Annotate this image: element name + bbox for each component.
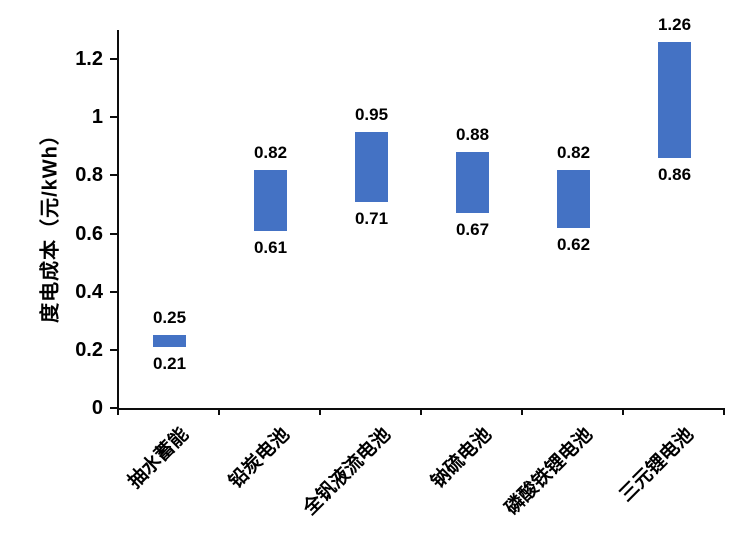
- y-tick-mark: [110, 232, 117, 235]
- x-tick-mark: [218, 408, 220, 415]
- y-axis-line: [117, 30, 119, 410]
- y-tick-mark: [110, 407, 117, 409]
- x-tick-mark: [420, 408, 422, 415]
- range-bar-3: [355, 131, 388, 202]
- x-tick-mark: [117, 408, 119, 415]
- y-tick-mark: [110, 290, 117, 293]
- range-bar-4: [456, 152, 489, 214]
- y-tick-label: 0.4: [75, 280, 103, 303]
- x-tick-mark: [521, 408, 523, 415]
- y-tick-mark: [110, 348, 117, 351]
- range-bar-1: [153, 335, 186, 347]
- y-tick-label: 0: [91, 397, 103, 419]
- y-tick-label: 1: [91, 106, 103, 129]
- y-tick-mark: [110, 58, 117, 61]
- y-tick-mark: [110, 174, 117, 177]
- bar-high-label: 0.88: [455, 125, 490, 145]
- x-category-label: 全钒液流电池: [298, 424, 395, 520]
- x-tick-mark: [723, 408, 725, 415]
- y-tick-label: 0.8: [75, 164, 103, 187]
- bar-high-label: 0.25: [152, 308, 187, 328]
- x-tick-mark: [319, 408, 321, 415]
- x-category-label: 钠硫电池: [426, 424, 496, 493]
- range-bar-2: [254, 169, 287, 231]
- bar-high-label: 0.82: [253, 142, 288, 162]
- x-category-label: 磷酸铁锂电池: [500, 424, 597, 520]
- y-tick-label: 0.2: [75, 338, 103, 361]
- range-bar-5: [557, 169, 590, 228]
- bar-low-label: 0.61: [253, 237, 288, 257]
- y-tick-label: 0.6: [75, 222, 103, 245]
- bar-low-label: 0.21: [152, 353, 187, 373]
- x-category-label: 三元锂电池: [615, 424, 698, 507]
- range-bar-6: [658, 41, 691, 158]
- bar-low-label: 0.86: [657, 164, 692, 184]
- bar-high-label: 0.95: [354, 104, 389, 124]
- bar-low-label: 0.71: [354, 208, 389, 228]
- bar-low-label: 0.67: [455, 220, 490, 240]
- x-category-label: 抽水蓄能: [123, 424, 193, 493]
- x-tick-mark: [622, 408, 624, 415]
- y-tick-label: 1.2: [75, 48, 103, 71]
- bar-low-label: 0.62: [556, 234, 591, 254]
- bar-high-label: 0.82: [556, 142, 591, 162]
- x-category-label: 铅炭电池: [224, 424, 294, 493]
- y-tick-mark: [110, 116, 117, 119]
- bar-high-label: 1.26: [657, 14, 692, 34]
